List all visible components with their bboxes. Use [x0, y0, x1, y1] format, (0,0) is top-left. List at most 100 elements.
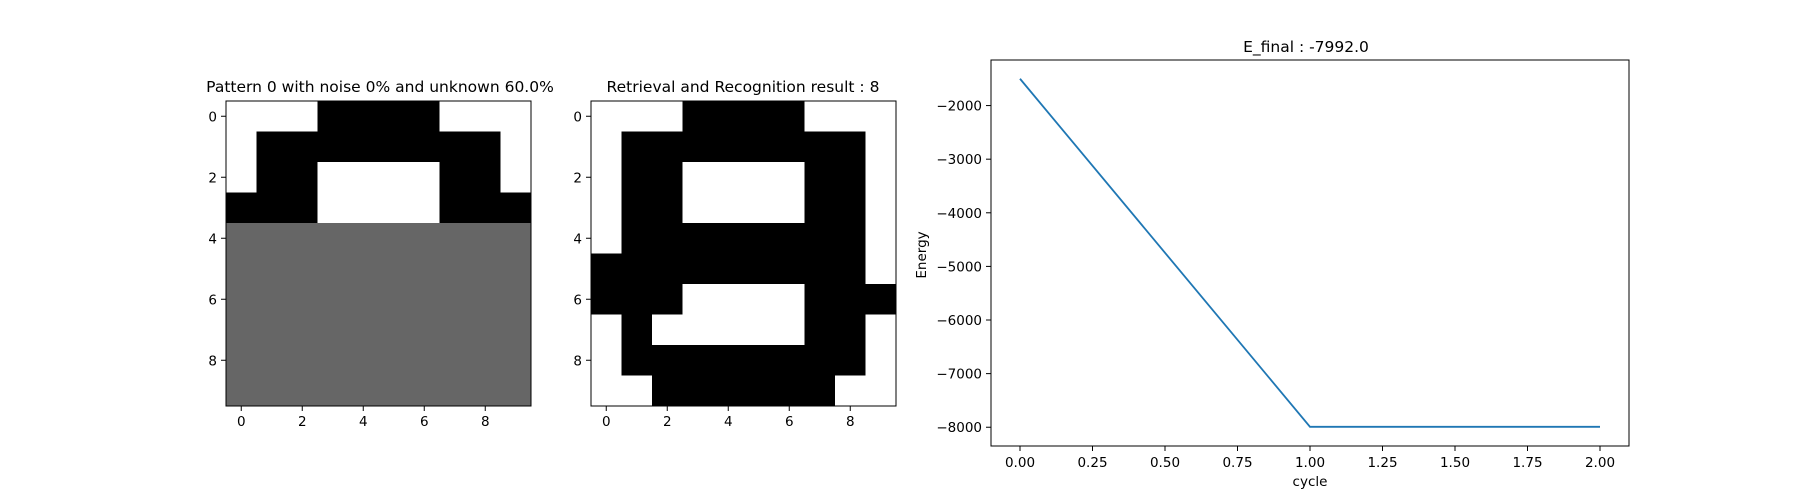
pattern-cell — [500, 375, 532, 407]
retrieval-cell — [865, 345, 897, 376]
pattern-cell — [378, 314, 410, 346]
retrieval-cell — [743, 284, 775, 315]
pattern-x-tick-label: 4 — [359, 414, 368, 430]
retrieval-y-tick-label: 8 — [573, 353, 582, 369]
pattern-cell — [317, 345, 349, 376]
pattern-cell — [287, 314, 318, 346]
pattern-cell — [317, 131, 349, 163]
retrieval-cell — [713, 101, 744, 132]
retrieval-cell — [682, 284, 714, 315]
retrieval-cell — [835, 192, 866, 224]
retrieval-cell — [682, 101, 714, 132]
pattern-cell — [348, 223, 379, 254]
pattern-cell — [226, 162, 257, 193]
retrieval-cell — [713, 375, 744, 407]
pattern-cell — [378, 223, 410, 254]
pattern-cell — [409, 131, 440, 163]
pattern-cell — [317, 375, 349, 407]
pattern-y-tick-label: 0 — [208, 109, 217, 125]
pattern-cell — [439, 131, 471, 163]
pattern-title: Pattern 0 with noise 0% and unknown 60.0… — [206, 78, 554, 96]
energy-x-tick-label: 0.50 — [1150, 455, 1180, 471]
retrieval-cell — [652, 131, 683, 163]
retrieval-cell — [835, 162, 866, 193]
retrieval-cell — [774, 192, 805, 224]
retrieval-cell — [682, 253, 714, 285]
pattern-cell — [378, 284, 410, 315]
pattern-cell — [317, 284, 349, 315]
energy-x-tick-label: 1.50 — [1440, 455, 1470, 471]
retrieval-cell — [591, 101, 622, 132]
pattern-cell — [226, 345, 257, 376]
retrieval-frame — [590, 100, 897, 407]
retrieval-cell — [835, 101, 866, 132]
pattern-cell — [317, 223, 349, 254]
pattern-cell — [317, 253, 349, 285]
pattern-cell — [317, 192, 349, 224]
retrieval-cell — [743, 223, 775, 254]
retrieval-cell — [865, 314, 897, 346]
retrieval-cell — [774, 162, 805, 193]
pattern-cell — [287, 162, 318, 193]
retrieval-cell — [713, 284, 744, 315]
pattern-cell — [256, 375, 288, 407]
retrieval-cell — [621, 375, 653, 407]
pattern-cell — [256, 345, 288, 376]
pattern-cell — [226, 253, 257, 285]
retrieval-ticks: 0 2 4 6 8 0 2 4 6 8 — [573, 109, 854, 430]
pattern-cell — [500, 192, 532, 224]
retrieval-cell — [743, 192, 775, 224]
pattern-cell — [226, 192, 257, 224]
pattern-cell — [500, 314, 532, 346]
retrieval-cell — [743, 314, 775, 346]
pattern-cell — [500, 223, 532, 254]
retrieval-cell — [652, 375, 683, 407]
retrieval-cell — [621, 131, 653, 163]
pattern-cell — [287, 375, 318, 407]
retrieval-cell — [743, 375, 775, 407]
retrieval-cell — [621, 192, 653, 224]
retrieval-cell — [591, 284, 622, 315]
retrieval-cell — [804, 223, 836, 254]
retrieval-cell — [713, 223, 744, 254]
retrieval-cell — [774, 131, 805, 163]
pattern-cell — [439, 375, 471, 407]
retrieval-cell — [804, 345, 836, 376]
retrieval-cell — [682, 223, 714, 254]
retrieval-x-tick-label: 2 — [663, 414, 672, 430]
pattern-cell — [287, 131, 318, 163]
pattern-cell — [287, 345, 318, 376]
retrieval-cell — [713, 131, 744, 163]
pattern-cell — [226, 375, 257, 407]
pattern-cell — [256, 253, 288, 285]
retrieval-cell — [835, 345, 866, 376]
retrieval-cell — [591, 162, 622, 193]
pattern-cell — [378, 192, 410, 224]
pattern-cell — [348, 314, 379, 346]
y-axis-label: Energy — [914, 231, 930, 278]
pattern-grid — [225, 100, 532, 407]
pattern-cell — [500, 284, 532, 315]
retrieval-cell — [621, 314, 653, 346]
pattern-cell — [226, 101, 257, 132]
pattern-cell — [287, 192, 318, 224]
pattern-cell — [226, 131, 257, 163]
pattern-cell — [439, 101, 471, 132]
pattern-y-tick-label: 8 — [208, 353, 217, 369]
energy-y-tick-label: −8000 — [936, 420, 982, 436]
pattern-cell — [287, 253, 318, 285]
pattern-cell — [348, 162, 379, 193]
pattern-cell — [317, 101, 349, 132]
retrieval-cell — [804, 253, 836, 285]
retrieval-cell — [774, 253, 805, 285]
retrieval-cell — [774, 314, 805, 346]
retrieval-cell — [804, 162, 836, 193]
retrieval-cell — [743, 101, 775, 132]
retrieval-cell — [804, 284, 836, 315]
pattern-cell — [409, 314, 440, 346]
retrieval-cell — [621, 162, 653, 193]
pattern-cell — [226, 223, 257, 254]
pattern-cell — [226, 314, 257, 346]
retrieval-cell — [591, 192, 622, 224]
energy-axes-frame — [990, 59, 1630, 447]
